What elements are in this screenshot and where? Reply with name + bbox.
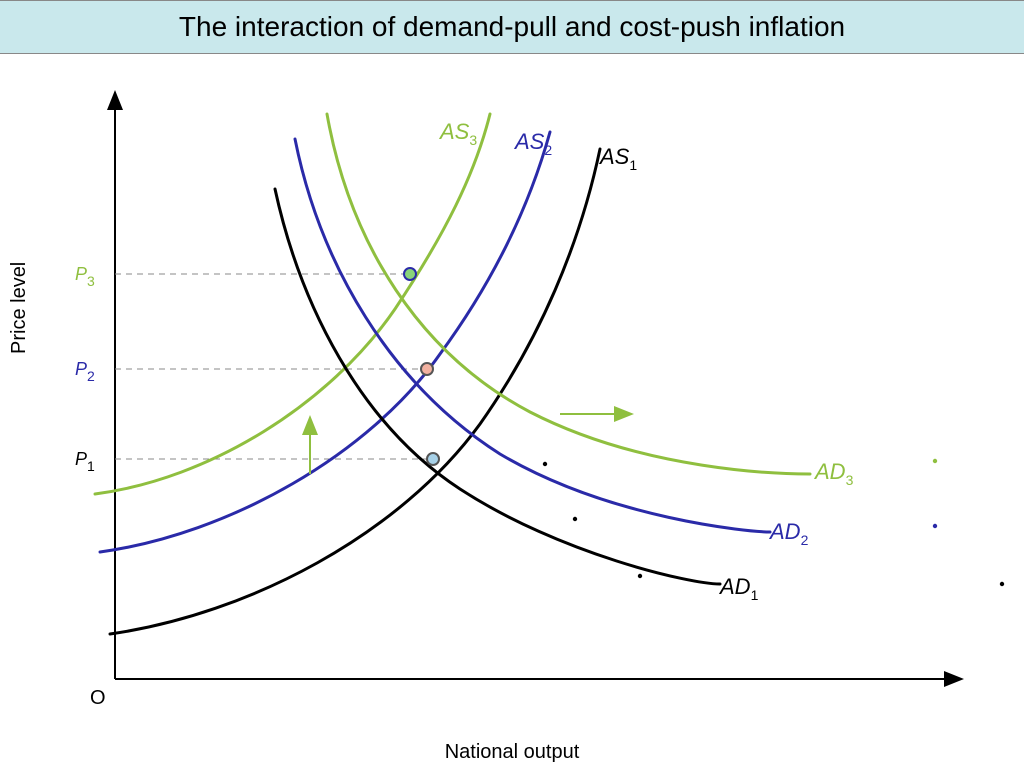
equilibrium-point — [421, 363, 433, 375]
x-axis-label: National output — [0, 741, 1024, 764]
y-axis-label: Price level — [8, 262, 31, 354]
ad3-curve — [327, 114, 810, 474]
decorative-dot — [543, 462, 547, 466]
chart-title: The interaction of demand-pull and cost-… — [0, 0, 1024, 54]
origin-label: O — [90, 687, 106, 709]
as3-label: AS3 — [438, 119, 477, 148]
ad1-curve — [275, 189, 720, 584]
decorative-dot — [933, 524, 937, 528]
equilibrium-point — [427, 453, 439, 465]
price-tick-label: P1 — [75, 449, 95, 474]
ad3-label: AD3 — [813, 459, 854, 488]
decorative-dot — [1000, 582, 1004, 586]
ad2-label: AD2 — [768, 519, 809, 548]
as1-curve — [110, 149, 600, 634]
price-tick-label: P3 — [75, 264, 95, 289]
decorative-dot — [638, 574, 642, 578]
decorative-dot — [933, 459, 937, 463]
as1-label: AS1 — [598, 144, 637, 173]
chart-svg: O AS1 AS2 AS3 AD1 AD2 AD3 P1 P2 P3 — [0, 54, 1024, 754]
price-tick-label: P2 — [75, 359, 95, 384]
as3-curve — [95, 114, 490, 494]
ad1-label: AD1 — [718, 574, 759, 603]
chart-area: Price level O AS1AS2AS3AD1AD2AD3 P1P2P3 … — [0, 54, 1024, 754]
as2-label: AS2 — [513, 129, 552, 158]
as2-curve — [100, 132, 550, 552]
equilibrium-point — [404, 268, 416, 280]
decorative-dot — [573, 517, 577, 521]
